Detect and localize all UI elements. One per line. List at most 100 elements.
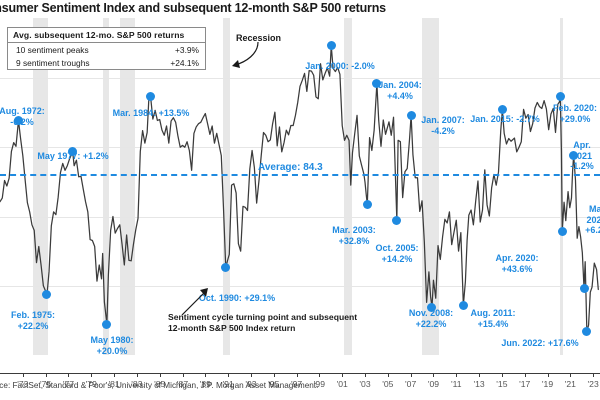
- annotation-aug-1972: Aug. 1972: -6.2%: [0, 106, 45, 127]
- annotation-may-1977: May 1977: +1.2%: [37, 151, 109, 161]
- x-axis-tick-label: '97: [290, 379, 303, 389]
- x-axis-tick: [547, 373, 549, 377]
- x-axis-tick-label: '87: [176, 379, 189, 389]
- x-axis-tick-label: '85: [154, 379, 166, 389]
- x-axis-tick: [273, 373, 275, 377]
- turning-point-marker: [362, 200, 372, 209]
- x-axis-tick-label: '11: [450, 379, 462, 389]
- x-axis-tick-label: '07: [405, 379, 417, 389]
- x-axis-tick: [159, 373, 161, 377]
- annotation-apr-2021: Apr. 2021 -1.2%: [570, 140, 594, 172]
- annotation-mar-2022: Mar. 2022: +6.2%: [585, 204, 600, 236]
- gridline: [0, 285, 600, 287]
- turning-point-marker: [372, 79, 382, 89]
- x-axis-tick-label: '91: [222, 379, 234, 389]
- x-axis-tick: [433, 373, 435, 377]
- x-axis-tick: [479, 373, 481, 377]
- turning-point-marker: [557, 226, 567, 236]
- turning-point-marker: [102, 319, 112, 329]
- recession-band: [222, 18, 231, 355]
- legend-row-peaks-value: +3.9%: [175, 44, 199, 55]
- sentiment-line: [0, 45, 599, 333]
- x-axis-tick: [22, 373, 24, 377]
- turning-point-marker: [427, 302, 437, 312]
- legend-row-troughs: 9 sentiment troughs +24.1%: [8, 56, 205, 69]
- recession-band: [344, 18, 353, 355]
- chart-title: Consumer Sentiment Index and subsequent …: [0, 1, 386, 15]
- annotation-nov-2008: Nov. 2008: +22.2%: [408, 308, 454, 329]
- x-axis-tick-label: '13: [473, 379, 485, 389]
- turning-point-marker: [68, 147, 78, 157]
- annotation-jan-2000: Jan. 2000: -2.0%: [305, 61, 375, 71]
- turning-point-marker: [42, 290, 52, 300]
- x-axis-tick: [410, 373, 412, 377]
- gridline: [0, 216, 600, 218]
- x-axis-tick-label: '81: [108, 379, 120, 389]
- x-axis-tick: [250, 373, 252, 377]
- x-axis-tick-label: '77: [62, 379, 75, 389]
- x-axis-tick-label: '03: [359, 379, 371, 389]
- x-axis-tick-label: '73: [17, 379, 29, 389]
- x-axis-tick-label: '83: [131, 379, 143, 389]
- legend-header: Avg. subsequent 12-mo. S&P 500 returns: [8, 28, 205, 43]
- annotation-aug-2011: Aug. 2011: +15.4%: [470, 308, 516, 329]
- x-axis-tick: [365, 373, 367, 377]
- recession-callout-label: Recession: [236, 33, 282, 43]
- x-axis-tick-label: '05: [382, 379, 394, 389]
- average-line-label: Average: 84.3: [258, 161, 323, 173]
- recession-band: [103, 18, 109, 355]
- recession-callout-arrow: [232, 41, 259, 68]
- x-axis-tick-label: '01: [336, 379, 348, 389]
- annotation-mar-1984: Mar. 1984: +13.5%: [112, 108, 190, 118]
- turning-point-marker: [406, 110, 416, 120]
- turning-point-marker: [579, 284, 589, 294]
- x-axis-tick-label: '09: [427, 379, 440, 389]
- x-axis-tick: [182, 373, 184, 377]
- turning-point-marker: [458, 300, 468, 310]
- x-axis-tick: [319, 373, 321, 377]
- legend-row-troughs-label: 9 sentiment troughs: [16, 57, 90, 68]
- average-line: [0, 173, 600, 176]
- x-axis-tick: [205, 373, 207, 377]
- legend-row-peaks-label: 10 sentiment peaks: [16, 44, 89, 55]
- x-axis-tick: [456, 373, 458, 377]
- gridline: [0, 147, 600, 149]
- turning-point-note: Sentiment cycle turning point and subseq…: [168, 312, 358, 333]
- x-axis-tick-label: '95: [268, 379, 280, 389]
- annotation-feb-1975: Feb. 1975: +22.2%: [10, 310, 56, 331]
- turning-point-marker: [582, 327, 592, 337]
- x-axis-tick: [136, 373, 138, 377]
- turning-point-marker: [13, 115, 23, 125]
- gridline: [0, 78, 600, 79]
- x-axis-tick: [342, 373, 344, 377]
- x-axis-tick: [570, 373, 572, 377]
- x-axis-line: [0, 373, 600, 375]
- turning-point-marker: [221, 263, 231, 273]
- x-axis-tick-label: '17: [519, 379, 531, 389]
- x-axis-tick-label: '15: [496, 379, 508, 389]
- turning-point-marker: [146, 91, 156, 101]
- turning-point-marker: [569, 150, 579, 160]
- x-axis-tick-label: '19: [541, 379, 554, 389]
- x-axis-tick-label: '21: [564, 379, 576, 389]
- x-axis-tick-label: '75: [40, 379, 52, 389]
- x-axis-tick: [45, 373, 47, 377]
- turning-point-marker: [555, 91, 565, 101]
- annotation-oct-1990: Oct. 1990: +29.1%: [198, 293, 276, 303]
- plot-area: Average: 84.3 Aug. 1972: -6.2% Feb. 1975:…: [0, 18, 600, 389]
- x-axis-tick: [114, 373, 116, 377]
- x-axis-tick-label: '99: [313, 379, 325, 389]
- legend-row-troughs-value: +24.1%: [170, 57, 199, 68]
- annotation-mar-2003: Mar. 2003: +32.8%: [332, 225, 376, 246]
- annotation-jan-2007: Jan. 2007: -4.2%: [421, 115, 465, 136]
- legend-row-peaks: 10 sentiment peaks +3.9%: [8, 43, 205, 56]
- annotation-may-1980: May 1980: +20.0%: [90, 335, 134, 356]
- x-axis-tick-label: '89: [199, 379, 211, 389]
- x-axis-tick: [593, 373, 595, 377]
- annotation-feb-2020: Feb. 2020: +29.0%: [552, 103, 598, 124]
- annotation-jan-2015: Jan. 2015: -2.7%: [470, 114, 540, 124]
- annotation-apr-2020: Apr. 2020: +43.6%: [495, 253, 539, 274]
- turning-point-marker: [326, 41, 336, 51]
- annotation-jun-2022: Jun. 2022: +17.6%: [501, 338, 579, 348]
- returns-legend-box: Avg. subsequent 12-mo. S&P 500 returns 1…: [7, 27, 206, 70]
